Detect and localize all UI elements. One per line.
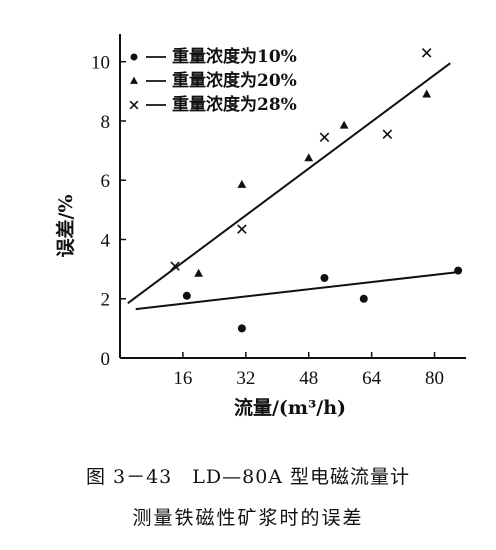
data-point-circle xyxy=(237,324,246,333)
x-tick-label: 48 xyxy=(299,368,318,389)
data-point-cross xyxy=(237,224,247,234)
y-tick-label: 6 xyxy=(101,171,111,192)
data-point-cross xyxy=(382,129,393,140)
legend-label: 重量浓度为28% xyxy=(172,94,297,115)
data-point-triangle xyxy=(237,179,247,188)
axes xyxy=(119,34,466,359)
x-tick-label: 64 xyxy=(362,368,382,389)
y-ticks: 0 2 4 6 8 10 xyxy=(91,53,126,370)
data-point-triangle xyxy=(304,153,314,162)
cross-stroke xyxy=(319,132,330,143)
data-point-cross xyxy=(129,100,139,110)
data-point-circle xyxy=(320,274,329,282)
data-point-circle xyxy=(359,294,368,303)
y-tick-label: 0 xyxy=(101,349,111,370)
y-axis-label: 误差/% xyxy=(54,195,77,258)
y-tick-label: 2 xyxy=(101,290,111,311)
cross-stroke xyxy=(170,261,180,271)
data-point-circle xyxy=(182,291,191,300)
x-tick-label: 16 xyxy=(173,368,192,389)
figure-caption-line-2: 测量铁磁性矿浆时的误差 xyxy=(132,507,364,529)
figure-caption-line-1: 图 3－43 LD—80A 型电磁流量计 xyxy=(85,466,411,488)
cross-stroke xyxy=(421,48,432,58)
x-tick-label: 80 xyxy=(425,368,444,389)
fit-lines xyxy=(127,62,459,311)
data-point-cross xyxy=(421,48,432,58)
x-tick-label: 32 xyxy=(236,368,255,389)
cross-stroke xyxy=(237,224,247,234)
data-point-triangle xyxy=(130,76,138,84)
x-axis-label: 流量/(m³/h) xyxy=(234,396,346,419)
fit-10-line xyxy=(135,271,459,311)
cross-stroke xyxy=(382,129,393,140)
data-point-triangle xyxy=(422,89,432,98)
x-ticks: 16 32 48 64 80 xyxy=(173,352,444,389)
data-points xyxy=(170,48,463,333)
y-tick-label: 4 xyxy=(101,230,111,251)
legend-label: 重量浓度为10% xyxy=(172,46,297,67)
data-point-circle xyxy=(454,266,463,275)
data-point-triangle xyxy=(194,268,204,277)
legend: 重量浓度为10% 重量浓度为20% 重量浓度为28% xyxy=(129,46,297,115)
data-point-circle xyxy=(130,53,138,61)
data-point-cross xyxy=(319,132,330,143)
cross-stroke xyxy=(129,100,139,110)
data-point-triangle xyxy=(339,120,349,129)
y-tick-label: 8 xyxy=(101,112,111,133)
legend-label: 重量浓度为20% xyxy=(172,70,297,91)
y-tick-label: 10 xyxy=(91,53,110,74)
data-point-cross xyxy=(170,261,180,271)
fit-28-line xyxy=(127,62,451,304)
